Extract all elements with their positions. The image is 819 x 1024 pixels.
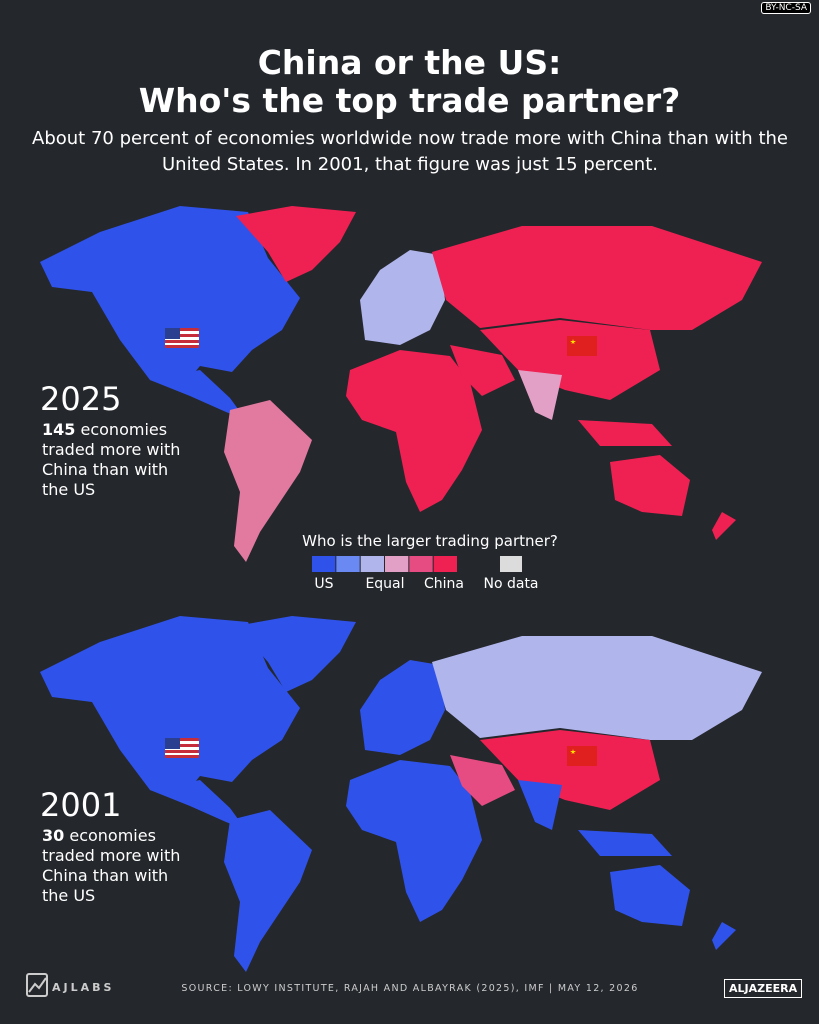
caption-text: economies traded more with China than wi…: [42, 826, 181, 905]
ajlabs-icon: [26, 973, 48, 997]
brand: AJLABS: [52, 981, 115, 994]
legend-swatch: [360, 556, 384, 572]
legend-swatch: [500, 556, 522, 572]
logo: ALJAZEERA: [724, 979, 803, 998]
title: China or the US: Who's the top trade par…: [0, 44, 819, 120]
map-2001: [40, 616, 762, 972]
count: 30: [42, 826, 65, 845]
legend-title: Who is the larger trading partner?: [302, 532, 558, 550]
year: 2025: [40, 380, 122, 418]
year: 2001: [40, 786, 122, 824]
legend: [312, 556, 522, 572]
license: BY-NC-SA: [761, 2, 811, 14]
legend-swatch: [409, 556, 433, 572]
count: 145: [42, 420, 76, 439]
legend-swatch: [433, 556, 457, 572]
caption-text: economies traded more with China than wi…: [42, 420, 181, 499]
legend-swatch: [312, 556, 336, 572]
title-line: Who's the top trade partner?: [138, 81, 681, 120]
subtitle: About 70 percent of economies worldwide …: [32, 128, 788, 175]
legend-swatch: [336, 556, 360, 572]
legend-label: Equal: [365, 576, 405, 592]
caption: 145 economies traded more with China tha…: [42, 420, 182, 500]
legend-label: China: [424, 576, 464, 592]
caption: 30 economies traded more with China than…: [42, 826, 182, 906]
source: SOURCE: LOWY INSTITUTE, RAJAH AND ALBAYR…: [181, 983, 639, 994]
legend-swatch: [385, 556, 409, 572]
legend-label: No data: [483, 576, 539, 592]
title-line: China or the US:: [257, 43, 562, 82]
map-2025: [40, 206, 762, 562]
legend-label: US: [314, 576, 334, 592]
